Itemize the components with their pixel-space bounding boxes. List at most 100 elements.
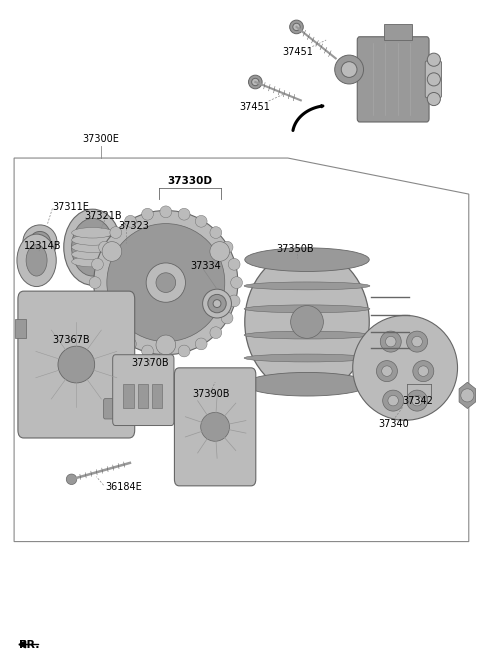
Ellipse shape <box>252 78 259 85</box>
Ellipse shape <box>72 235 114 245</box>
Ellipse shape <box>160 206 172 217</box>
Ellipse shape <box>245 248 369 271</box>
Ellipse shape <box>244 282 370 290</box>
Ellipse shape <box>107 223 225 342</box>
Ellipse shape <box>23 225 57 259</box>
FancyBboxPatch shape <box>18 291 135 438</box>
Ellipse shape <box>221 312 233 324</box>
FancyBboxPatch shape <box>113 355 174 426</box>
Ellipse shape <box>412 336 422 347</box>
Ellipse shape <box>92 295 103 307</box>
Ellipse shape <box>72 256 114 267</box>
Text: 37330D: 37330D <box>167 175 212 185</box>
Ellipse shape <box>94 210 238 355</box>
FancyBboxPatch shape <box>174 368 256 486</box>
Ellipse shape <box>64 209 121 285</box>
Ellipse shape <box>245 250 369 394</box>
Ellipse shape <box>89 277 101 288</box>
Text: 37370B: 37370B <box>131 358 168 368</box>
Text: 37300E: 37300E <box>83 133 120 144</box>
Ellipse shape <box>290 306 324 338</box>
Ellipse shape <box>427 93 440 106</box>
Ellipse shape <box>228 258 240 270</box>
Bar <box>152 384 162 409</box>
Ellipse shape <box>413 361 434 382</box>
Ellipse shape <box>160 348 172 359</box>
Ellipse shape <box>124 215 136 227</box>
FancyBboxPatch shape <box>357 37 429 122</box>
Ellipse shape <box>383 390 404 411</box>
Text: 37451: 37451 <box>239 102 270 112</box>
Ellipse shape <box>461 389 474 402</box>
Ellipse shape <box>110 327 122 338</box>
Ellipse shape <box>427 73 440 86</box>
Ellipse shape <box>26 244 47 276</box>
Polygon shape <box>384 24 412 40</box>
Ellipse shape <box>427 53 440 66</box>
Ellipse shape <box>99 312 110 324</box>
Text: 37367B: 37367B <box>52 335 90 346</box>
Text: 36184E: 36184E <box>105 482 142 492</box>
Text: 37311E: 37311E <box>52 202 89 212</box>
Ellipse shape <box>146 263 185 302</box>
Ellipse shape <box>118 254 127 263</box>
Ellipse shape <box>102 242 122 261</box>
Ellipse shape <box>388 396 398 406</box>
Ellipse shape <box>385 336 396 347</box>
Ellipse shape <box>201 413 229 442</box>
Text: 37451: 37451 <box>282 47 313 57</box>
Ellipse shape <box>156 335 176 355</box>
Text: 37350B: 37350B <box>276 244 313 254</box>
Ellipse shape <box>228 295 240 307</box>
Ellipse shape <box>221 241 233 253</box>
FancyBboxPatch shape <box>104 399 126 419</box>
Bar <box>123 384 134 409</box>
Ellipse shape <box>244 305 370 313</box>
Ellipse shape <box>210 327 222 338</box>
FancyBboxPatch shape <box>425 61 442 98</box>
Text: 12314B: 12314B <box>24 241 61 251</box>
Text: 37323: 37323 <box>118 221 149 231</box>
Ellipse shape <box>156 273 176 292</box>
Ellipse shape <box>245 373 369 396</box>
Ellipse shape <box>142 345 154 357</box>
Ellipse shape <box>341 62 357 78</box>
Ellipse shape <box>142 208 154 220</box>
Text: 37334: 37334 <box>191 261 221 271</box>
Ellipse shape <box>208 294 226 313</box>
Text: 37340: 37340 <box>379 419 409 428</box>
Ellipse shape <box>376 361 397 382</box>
Text: FR.: FR. <box>19 639 39 650</box>
Ellipse shape <box>113 249 132 269</box>
Ellipse shape <box>34 236 46 248</box>
Ellipse shape <box>213 300 221 307</box>
Ellipse shape <box>249 75 262 89</box>
Ellipse shape <box>210 227 222 238</box>
Ellipse shape <box>66 474 77 484</box>
Ellipse shape <box>99 241 110 253</box>
Ellipse shape <box>110 227 122 238</box>
Ellipse shape <box>72 218 114 276</box>
Ellipse shape <box>231 277 242 288</box>
Ellipse shape <box>244 331 370 339</box>
Ellipse shape <box>293 23 300 31</box>
Ellipse shape <box>289 20 303 34</box>
Bar <box>138 384 148 409</box>
Ellipse shape <box>58 346 95 383</box>
Polygon shape <box>19 641 25 648</box>
Ellipse shape <box>195 338 207 350</box>
Ellipse shape <box>17 234 56 286</box>
Ellipse shape <box>92 258 103 270</box>
Text: 37342: 37342 <box>403 396 433 405</box>
Ellipse shape <box>418 366 429 376</box>
Ellipse shape <box>178 208 190 220</box>
Ellipse shape <box>210 242 229 261</box>
Ellipse shape <box>382 366 392 376</box>
Text: 37321B: 37321B <box>84 211 122 221</box>
Ellipse shape <box>353 315 457 420</box>
Text: 37390B: 37390B <box>192 389 229 399</box>
Ellipse shape <box>380 331 401 352</box>
Ellipse shape <box>203 289 231 318</box>
Ellipse shape <box>195 215 207 227</box>
Ellipse shape <box>244 354 370 362</box>
